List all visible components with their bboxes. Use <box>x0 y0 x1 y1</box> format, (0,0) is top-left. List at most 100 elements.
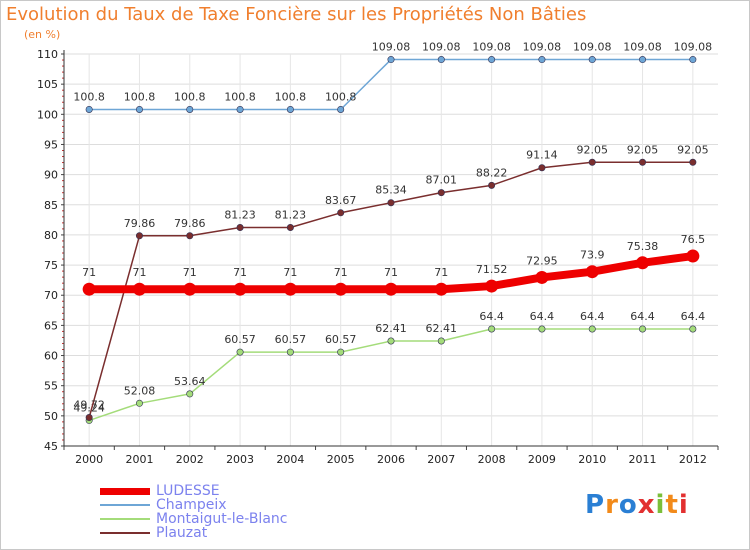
data-point-champeix <box>488 56 496 64</box>
data-point-champeix <box>337 105 345 113</box>
data-label-champeix: 100.8 <box>73 90 105 103</box>
data-point-montaigut-le-blanc <box>488 325 496 333</box>
proxiti-logo: Proxiti <box>585 490 689 520</box>
y-tick-label: 105 <box>37 78 58 91</box>
logo-letter: P <box>585 490 606 520</box>
data-label-montaigut-le-blanc: 62.41 <box>375 322 407 335</box>
legend-label-ludesse: LUDESSE <box>156 483 220 499</box>
data-label-montaigut-le-blanc: 53.64 <box>174 375 206 388</box>
data-point-plauzat <box>286 224 294 232</box>
legend-swatch-montaigut <box>100 518 150 520</box>
legend-label-montaigut: Montaigut-le-Blanc <box>156 511 288 527</box>
data-label-champeix: 109.08 <box>372 41 411 54</box>
data-label-ludesse: 71 <box>183 266 197 279</box>
data-point-ludesse <box>233 282 247 296</box>
data-label-ludesse: 71.52 <box>476 263 508 276</box>
data-label-montaigut-le-blanc: 60.57 <box>224 333 256 346</box>
x-tick-label: 2006 <box>377 453 405 466</box>
y-tick-label: 70 <box>44 289 58 302</box>
data-label-ludesse: 71 <box>283 266 297 279</box>
data-point-montaigut-le-blanc <box>437 337 445 345</box>
data-point-ludesse <box>82 282 96 296</box>
data-label-champeix: 109.08 <box>523 41 562 54</box>
data-label-plauzat: 91.14 <box>526 149 558 162</box>
data-label-champeix: 109.08 <box>623 41 662 54</box>
data-label-plauzat: 85.34 <box>375 184 407 197</box>
data-label-champeix: 100.8 <box>124 90 156 103</box>
data-label-plauzat: 49.72 <box>73 399 105 412</box>
data-label-ludesse: 73.9 <box>580 249 605 262</box>
chart-title: Evolution du Taux de Taxe Foncière sur l… <box>6 4 587 25</box>
y-tick-label: 65 <box>44 319 58 332</box>
data-point-plauzat <box>538 164 546 172</box>
data-label-plauzat: 81.23 <box>275 209 307 222</box>
data-point-plauzat <box>387 199 395 207</box>
data-label-montaigut-le-blanc: 64.4 <box>479 310 504 323</box>
data-point-plauzat <box>488 181 496 189</box>
data-point-ludesse <box>485 279 499 293</box>
data-point-plauzat <box>337 209 345 217</box>
data-point-champeix <box>437 56 445 64</box>
data-label-montaigut-le-blanc: 64.4 <box>580 310 605 323</box>
x-tick-label: 2005 <box>327 453 355 466</box>
data-point-montaigut-le-blanc <box>186 390 194 398</box>
data-label-plauzat: 92.05 <box>576 143 608 156</box>
data-label-champeix: 100.8 <box>275 90 307 103</box>
data-label-montaigut-le-blanc: 60.57 <box>275 333 307 346</box>
data-label-champeix: 109.08 <box>573 41 612 54</box>
y-tick-label: 85 <box>44 199 58 212</box>
data-label-champeix: 100.8 <box>174 90 206 103</box>
x-tick-label: 2002 <box>176 453 204 466</box>
data-label-ludesse: 71 <box>334 266 348 279</box>
data-label-champeix: 100.8 <box>325 90 357 103</box>
legend-label-champeix: Champeix <box>156 497 227 513</box>
x-tick-label: 2010 <box>578 453 606 466</box>
y-tick-label: 75 <box>44 259 58 272</box>
data-point-champeix <box>538 56 546 64</box>
data-point-champeix <box>236 105 244 113</box>
logo-letter: t <box>665 490 679 520</box>
legend-item-champeix: Champeix <box>100 497 287 513</box>
logo-letter: i <box>678 490 689 520</box>
data-point-montaigut-le-blanc <box>286 348 294 356</box>
data-label-ludesse: 71 <box>132 266 146 279</box>
data-point-champeix <box>85 105 93 113</box>
data-point-montaigut-le-blanc <box>689 325 697 333</box>
logo-letter: i <box>655 490 666 520</box>
legend-item-plauzat: Plauzat <box>100 525 287 541</box>
data-point-plauzat <box>135 232 143 240</box>
data-point-montaigut-le-blanc <box>639 325 647 333</box>
x-tick-label: 2003 <box>226 453 254 466</box>
data-label-montaigut-le-blanc: 62.41 <box>426 322 458 335</box>
data-point-ludesse <box>585 265 599 279</box>
logo-letter: r <box>605 490 619 520</box>
data-label-ludesse: 71 <box>82 266 96 279</box>
data-point-ludesse <box>183 282 197 296</box>
data-label-plauzat: 81.23 <box>224 209 256 222</box>
data-point-ludesse <box>535 270 549 284</box>
data-point-montaigut-le-blanc <box>538 325 546 333</box>
data-point-champeix <box>689 56 697 64</box>
data-label-ludesse: 71 <box>434 266 448 279</box>
x-tick-label: 2009 <box>528 453 556 466</box>
data-point-plauzat <box>85 414 93 422</box>
x-tick-label: 2000 <box>75 453 103 466</box>
logo-letter: o <box>618 490 638 520</box>
legend-swatch-ludesse <box>100 487 150 495</box>
data-label-montaigut-le-blanc: 52.08 <box>124 384 156 397</box>
data-point-ludesse <box>132 282 146 296</box>
data-label-ludesse: 71 <box>233 266 247 279</box>
legend-item-montaigut: Montaigut-le-Blanc <box>100 511 288 527</box>
legend-label-plauzat: Plauzat <box>156 525 208 541</box>
data-label-ludesse: 75.38 <box>627 240 659 253</box>
data-point-ludesse <box>686 249 700 263</box>
data-label-champeix: 100.8 <box>224 90 256 103</box>
data-point-champeix <box>387 56 395 64</box>
legend-swatch-plauzat <box>100 532 150 534</box>
data-label-montaigut-le-blanc: 49.24 <box>73 401 105 414</box>
x-tick-label: 2011 <box>629 453 657 466</box>
data-label-ludesse: 76.5 <box>681 233 706 246</box>
data-label-montaigut-le-blanc: 64.4 <box>630 310 655 323</box>
legend-swatch-champeix <box>100 504 150 506</box>
data-label-plauzat: 79.86 <box>124 217 156 230</box>
